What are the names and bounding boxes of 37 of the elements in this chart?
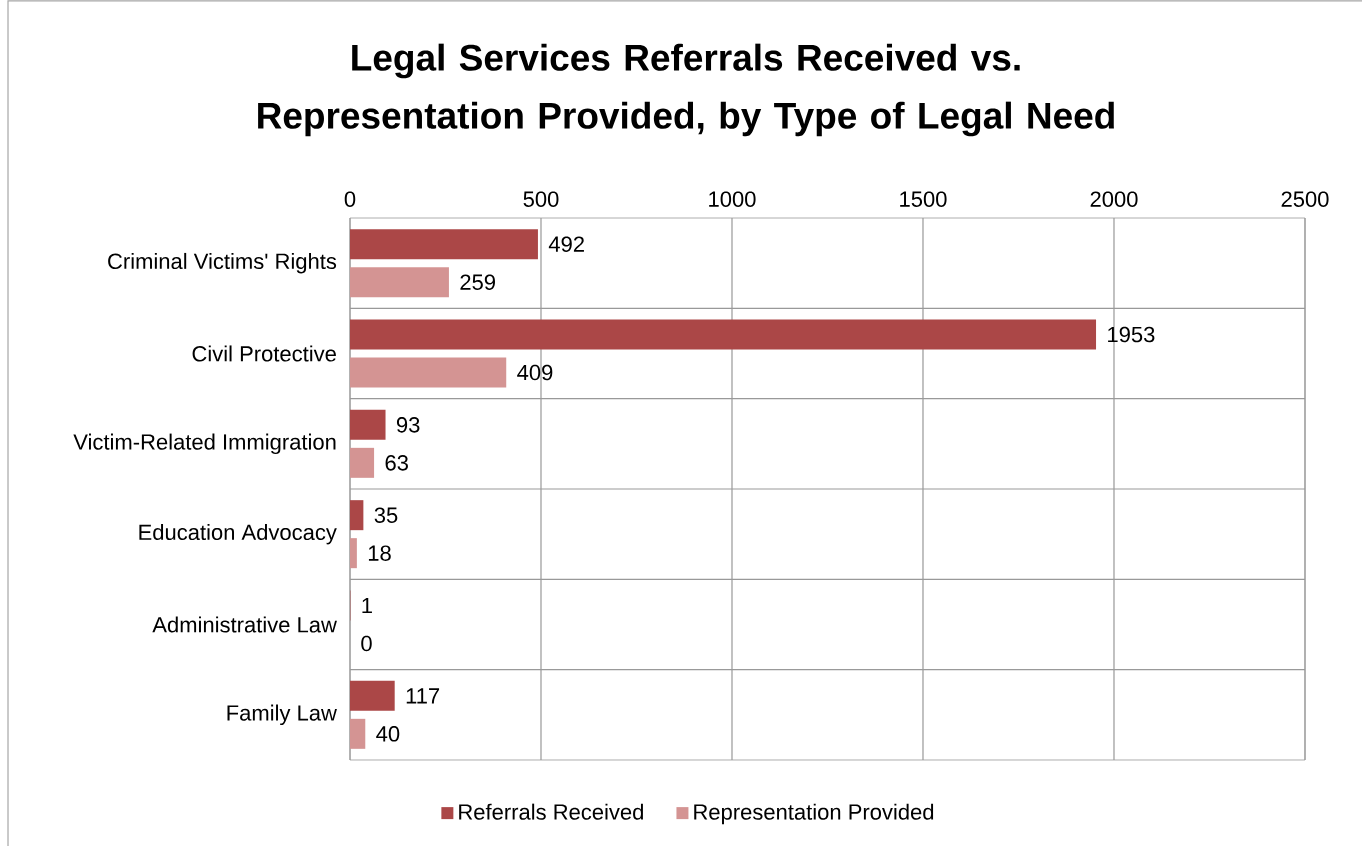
y-tick-label: Criminal Victims' Rights	[108, 252, 337, 274]
y-tick-label: Administrative Law	[152, 616, 337, 633]
y-tick-label: Education Advocacy	[139, 523, 337, 545]
bar	[350, 409, 386, 440]
chart-title: Legal Services Referrals Received vs. Representation Provided, by Type of Legal Need	[258, 43, 1114, 137]
data-label: 0	[361, 635, 372, 652]
data-label: 492	[548, 236, 584, 252]
x-tick-label: 0	[344, 191, 356, 207]
bar	[350, 538, 357, 569]
data-label: 259	[460, 274, 495, 290]
data-label: 63	[385, 455, 408, 471]
data-label: 1	[362, 597, 372, 614]
bar	[350, 447, 375, 478]
bar	[350, 267, 449, 298]
y-tick-label: Civil Protective	[192, 345, 336, 362]
bar	[350, 319, 1097, 350]
bar	[350, 229, 538, 260]
data-label: 117	[406, 688, 440, 704]
data-label: 1953	[1108, 326, 1155, 343]
data-label: 93	[396, 417, 420, 433]
x-tick-label: 1500	[900, 191, 947, 207]
bar	[350, 357, 507, 388]
data-label: 35	[374, 507, 398, 523]
data-label: 409	[517, 364, 553, 381]
x-tick-label: 1000	[709, 191, 756, 207]
x-tick-label: 500	[523, 191, 559, 207]
y-tick-label: Family Law	[227, 704, 337, 726]
legend-label: Representation Provided	[694, 803, 934, 825]
x-tick-label: 2000	[1090, 191, 1138, 207]
legend-label: Referrals Received	[459, 803, 643, 820]
bar	[350, 500, 364, 531]
data-label: 40	[376, 726, 400, 742]
bar	[350, 680, 395, 711]
y-tick-label: Victim-Related Immigration	[73, 433, 336, 455]
x-tick-label: 2500	[1281, 191, 1329, 207]
bar	[350, 718, 366, 749]
data-label: 18	[368, 545, 391, 561]
